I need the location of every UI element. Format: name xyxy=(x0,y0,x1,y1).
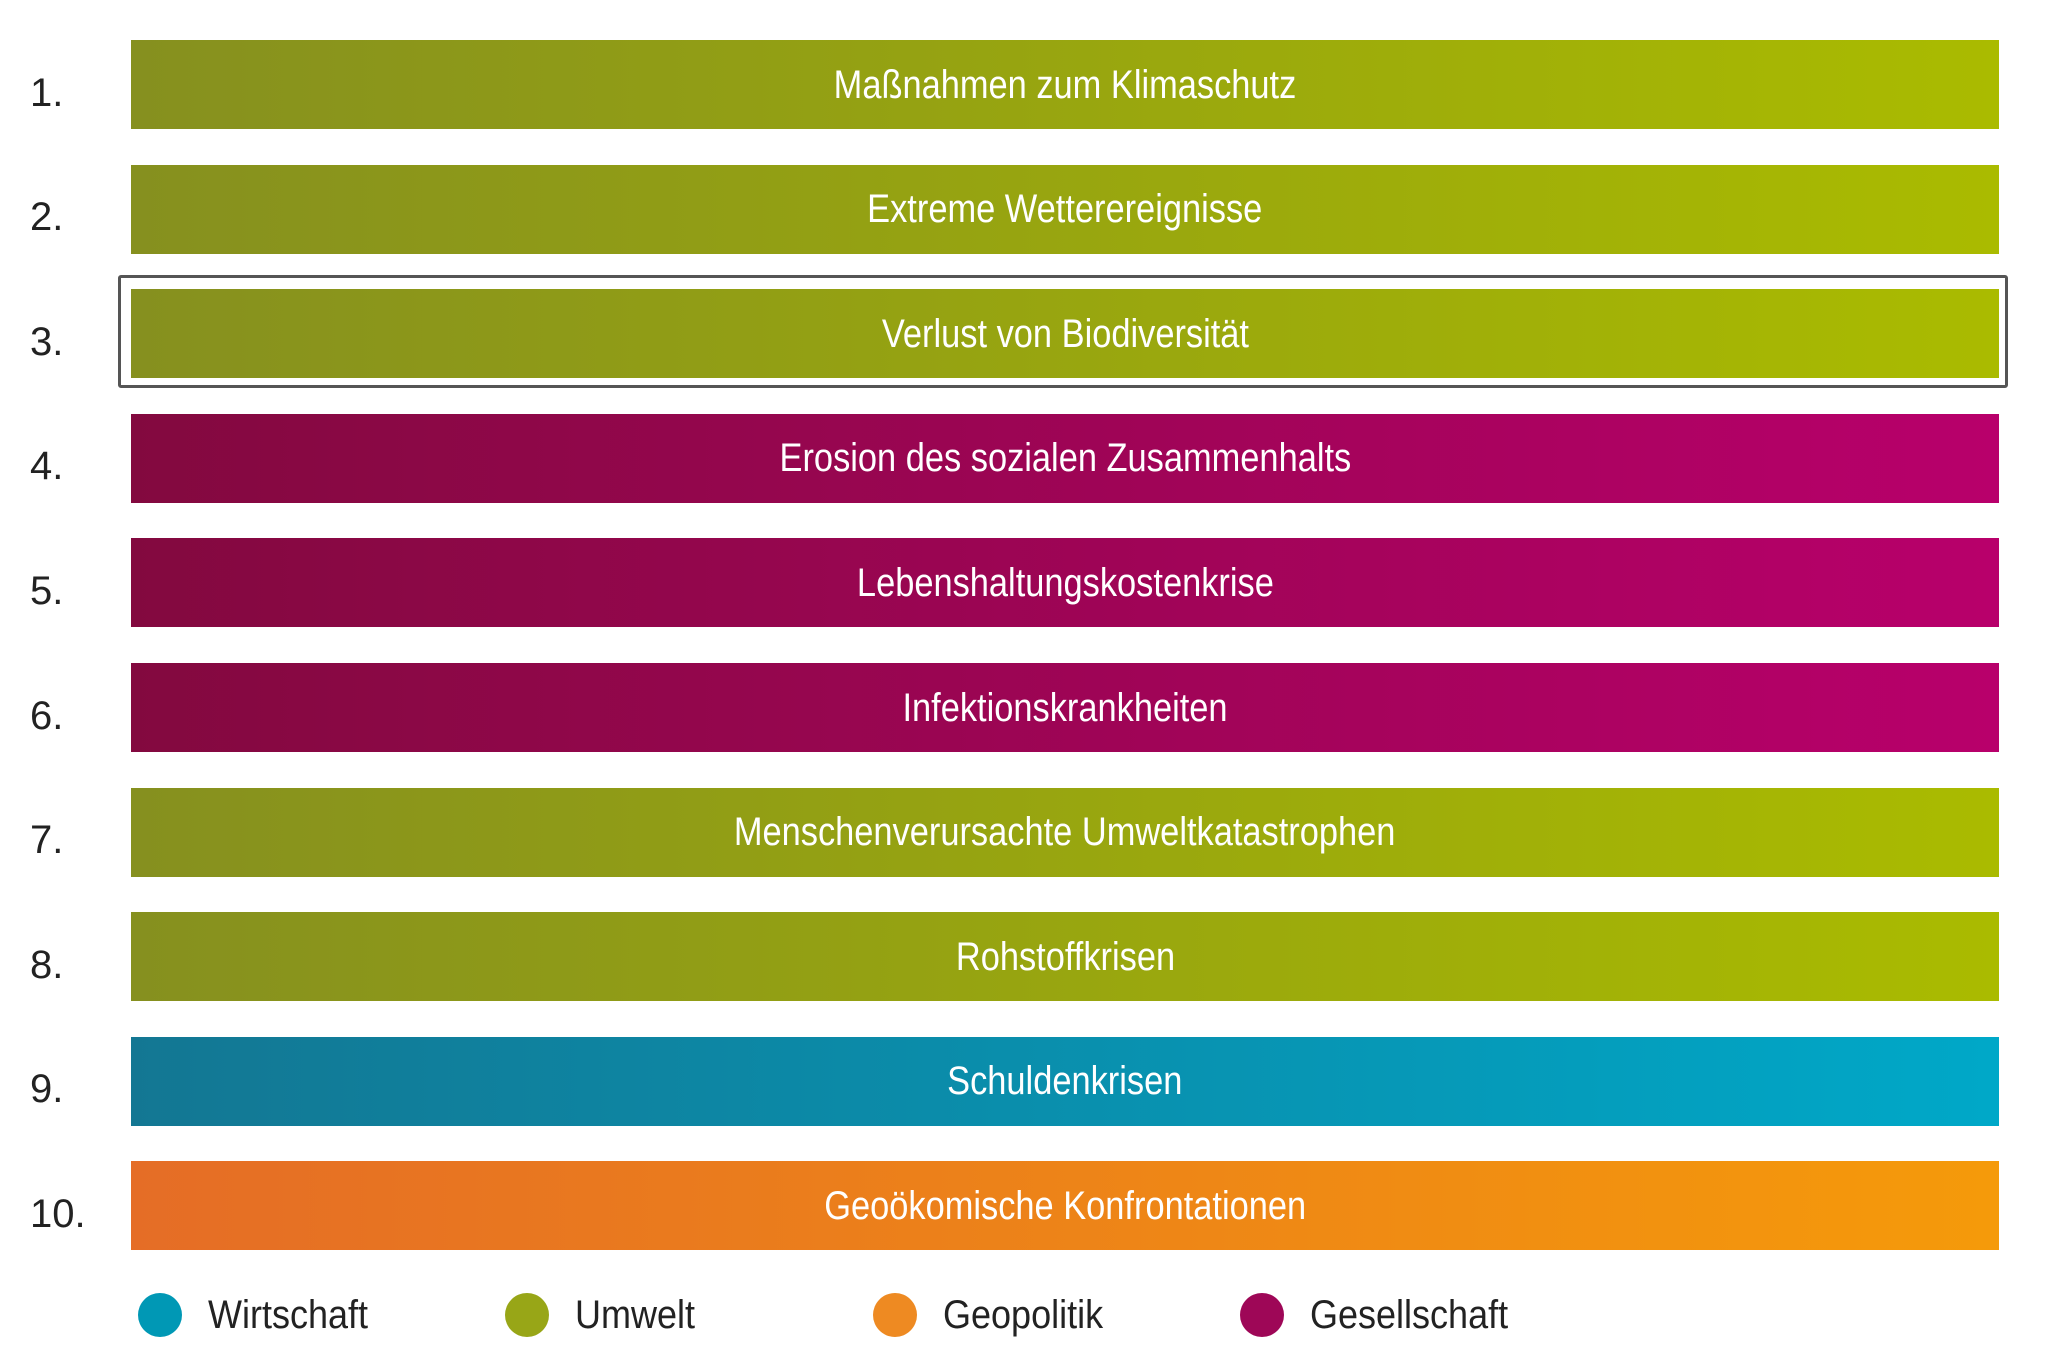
rank-label: 6. xyxy=(30,693,64,738)
legend-label: Gesellschaft xyxy=(1310,1292,1509,1337)
bar-2: Extreme Wetterereignisse xyxy=(131,164,1999,254)
rank-label: 9. xyxy=(30,1067,64,1112)
rank-label: 3. xyxy=(30,319,64,364)
legend-dot xyxy=(873,1293,917,1337)
bar-label: Extreme Wetterereignisse xyxy=(867,187,1263,232)
legend-item-wirtschaft: Wirtschaft xyxy=(138,1285,386,1345)
legend-item-umwelt: Umwelt xyxy=(505,1285,708,1345)
bar-label: Erosion des sozialen Zusammenhalts xyxy=(779,436,1351,481)
bar-9: Schuldenkrisen xyxy=(131,1036,1999,1126)
legend: Wirtschaft Umwelt Geopolitik Gesellschaft xyxy=(0,1285,2048,1345)
bar-7: Menschenverursachte Umweltkatastrophen xyxy=(131,787,1999,877)
bar-label: Menschenverursachte Umweltkatastrophen xyxy=(734,810,1396,855)
legend-item-gesellschaft: Gesellschaft xyxy=(1240,1285,1530,1345)
rank-label: 5. xyxy=(30,568,64,613)
rank-label: 8. xyxy=(30,942,64,987)
rank-label: 1. xyxy=(30,70,64,115)
bar-5: Lebenshaltungskostenkrise xyxy=(131,538,1999,628)
bar-label: Geoökomische Konfrontationen xyxy=(824,1183,1306,1228)
legend-label: Geopolitik xyxy=(943,1292,1104,1337)
rank-label: 4. xyxy=(30,444,64,489)
legend-label: Umwelt xyxy=(575,1292,696,1337)
bar-3: Verlust von Biodiversität xyxy=(131,289,1999,379)
bar-1: Maßnahmen zum Klimaschutz xyxy=(131,40,1999,129)
bar-label: Verlust von Biodiversität xyxy=(881,311,1249,356)
legend-label: Wirtschaft xyxy=(208,1292,369,1337)
legend-dot xyxy=(505,1293,549,1337)
bar-8: Rohstoffkrisen xyxy=(131,912,1999,1002)
rank-label: 2. xyxy=(30,195,64,240)
legend-item-geopolitik: Geopolitik xyxy=(873,1285,1121,1345)
bar-label: Schuldenkrisen xyxy=(947,1059,1183,1104)
legend-dot xyxy=(1240,1293,1284,1337)
legend-dot xyxy=(138,1293,182,1337)
bar-6: Infektionskrankheiten xyxy=(131,663,1999,752)
bar-10: Geoökomische Konfrontationen xyxy=(131,1161,1999,1251)
bar-4: Erosion des sozialen Zusammenhalts xyxy=(131,413,1999,503)
rank-label: 10. xyxy=(30,1191,86,1236)
rank-label: 7. xyxy=(30,818,64,863)
bar-label: Maßnahmen zum Klimaschutz xyxy=(833,62,1297,107)
bar-label: Rohstoffkrisen xyxy=(955,934,1175,979)
bar-label: Lebenshaltungskostenkrise xyxy=(856,560,1274,605)
bar-label: Infektionskrankheiten xyxy=(902,685,1228,730)
